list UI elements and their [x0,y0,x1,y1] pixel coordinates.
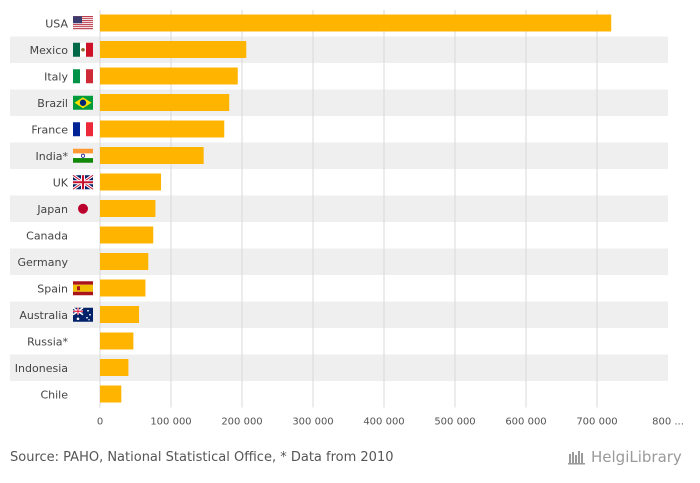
x-tick-label: 0 [97,417,103,428]
category-label: Germany [17,256,68,269]
x-tick-label: 400 000 [363,417,404,428]
italy-flag-icon [73,69,93,84]
brazil-flag-icon [73,95,93,110]
japan-flag-icon [78,203,88,214]
category-label: Mexico [30,44,69,57]
spain-flag-icon [73,281,93,296]
bar-russia [100,332,134,350]
category-label: Indonesia [15,362,68,375]
category-label: Italy [44,70,68,83]
x-tick-label: 200 000 [221,417,262,428]
category-label: USA [45,17,68,30]
x-tick-label: 600 000 [505,417,546,428]
bar-france [100,120,225,138]
library-icon [568,451,585,465]
source-note: Source: PAHO, National Statistical Offic… [10,450,394,465]
category-label: Russia* [27,335,68,348]
x-tick-label: 100 000 [150,417,191,428]
bar-mexico [100,41,247,58]
x-tick-label: 700 000 [576,417,617,428]
bar-uk [100,173,162,191]
bar-chart: USA Mexico Italy Brazil France India* UK Japan C… [10,10,684,428]
bar-brazil [100,94,230,111]
helgilibrary-logo[interactable]: HelgiLibrary [568,448,682,466]
x-tick-label: 300 000 [292,417,333,428]
category-label: France [31,123,68,136]
bar-india [100,147,204,164]
usa-flag-icon [73,16,93,31]
bar-australia [100,306,140,323]
category-label: Australia [19,309,68,322]
australia-flag-icon [72,307,93,322]
uk-flag-icon [72,174,94,191]
brand-name: HelgiLibrary [591,448,682,466]
bar-chile [100,385,122,403]
category-label: India* [36,150,69,163]
bar-indonesia [100,359,129,376]
category-label: Spain [37,282,68,295]
india-flag-icon [73,148,93,163]
category-label: UK [53,176,69,189]
bar-italy [100,67,238,85]
bar-usa [100,14,612,32]
category-label: Canada [26,229,68,242]
category-label: Chile [40,388,68,401]
category-label: Brazil [37,97,68,110]
category-label: Japan [36,203,68,216]
x-tick-label: 500 000 [434,417,475,428]
bar-japan [100,200,156,217]
bar-spain [100,279,146,297]
mexico-flag-icon [73,42,93,57]
x-tick-label: 800 ... [652,417,684,428]
france-flag-icon [73,122,93,137]
bar-canada [100,226,154,244]
bar-germany [100,253,149,270]
